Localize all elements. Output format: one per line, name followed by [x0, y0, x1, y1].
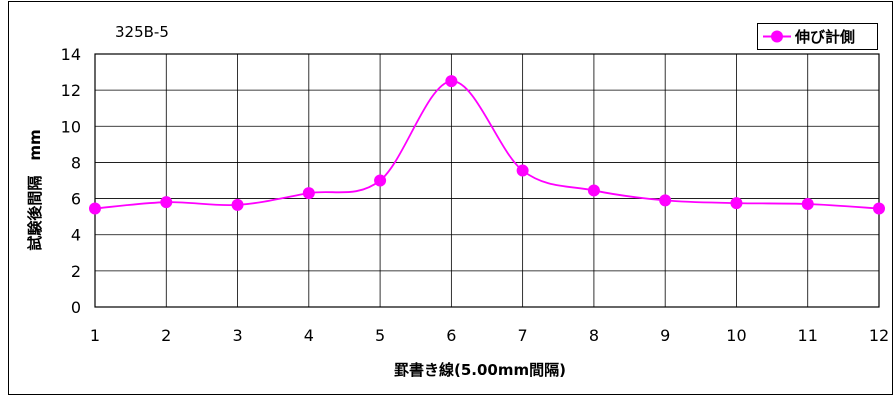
x-tick-label: 3 [232, 326, 242, 345]
data-point [516, 164, 529, 177]
chart-border [8, 1, 893, 395]
data-point [89, 202, 101, 215]
legend-point-marker [771, 30, 783, 43]
x-tick-label: 7 [518, 326, 528, 345]
x-tick-label: 8 [589, 326, 599, 345]
y-tick-label: 6 [71, 190, 81, 209]
x-axis-title: 罫書き線(5.00mm間隔) [394, 361, 566, 379]
data-point [801, 197, 814, 210]
x-tick-labels: 1 2 3 4 5 6 7 8 9 10 11 12 [90, 326, 889, 345]
x-tick-label: 10 [726, 326, 746, 345]
x-tick-label: 4 [304, 326, 314, 345]
y-axis-title: 試験後間隔 mm [26, 129, 44, 250]
data-point [730, 197, 743, 210]
data-point [160, 196, 173, 209]
legend-label: 伸び計側 [794, 28, 855, 46]
y-tick-labels: 0 2 4 6 8 10 12 14 [61, 45, 81, 317]
data-point [445, 75, 458, 88]
x-tick-label: 5 [375, 326, 385, 345]
y-tick-label: 12 [61, 81, 81, 100]
y-tick-label: 8 [71, 153, 81, 172]
x-tick-label: 6 [446, 326, 456, 345]
y-tick-label: 10 [61, 117, 81, 136]
data-point [873, 202, 885, 215]
data-point [587, 184, 600, 197]
data-point [231, 198, 244, 211]
x-tick-label: 2 [161, 326, 171, 345]
x-tick-label: 11 [798, 326, 818, 345]
y-tick-label: 0 [71, 298, 81, 317]
x-tick-label: 12 [869, 326, 889, 345]
data-point [659, 194, 672, 207]
data-point [374, 174, 387, 187]
series-layer [89, 75, 885, 215]
y-tick-label: 2 [71, 262, 81, 281]
y-tick-label: 14 [61, 45, 81, 64]
data-point [302, 187, 315, 200]
legend[interactable]: 伸び計側 [757, 23, 878, 50]
plot-area-border [94, 53, 880, 308]
x-tick-label: 9 [660, 326, 670, 345]
y-tick-label: 4 [71, 226, 81, 245]
chart-title: 325B-5 [115, 23, 169, 41]
x-tick-label: 1 [90, 326, 100, 345]
